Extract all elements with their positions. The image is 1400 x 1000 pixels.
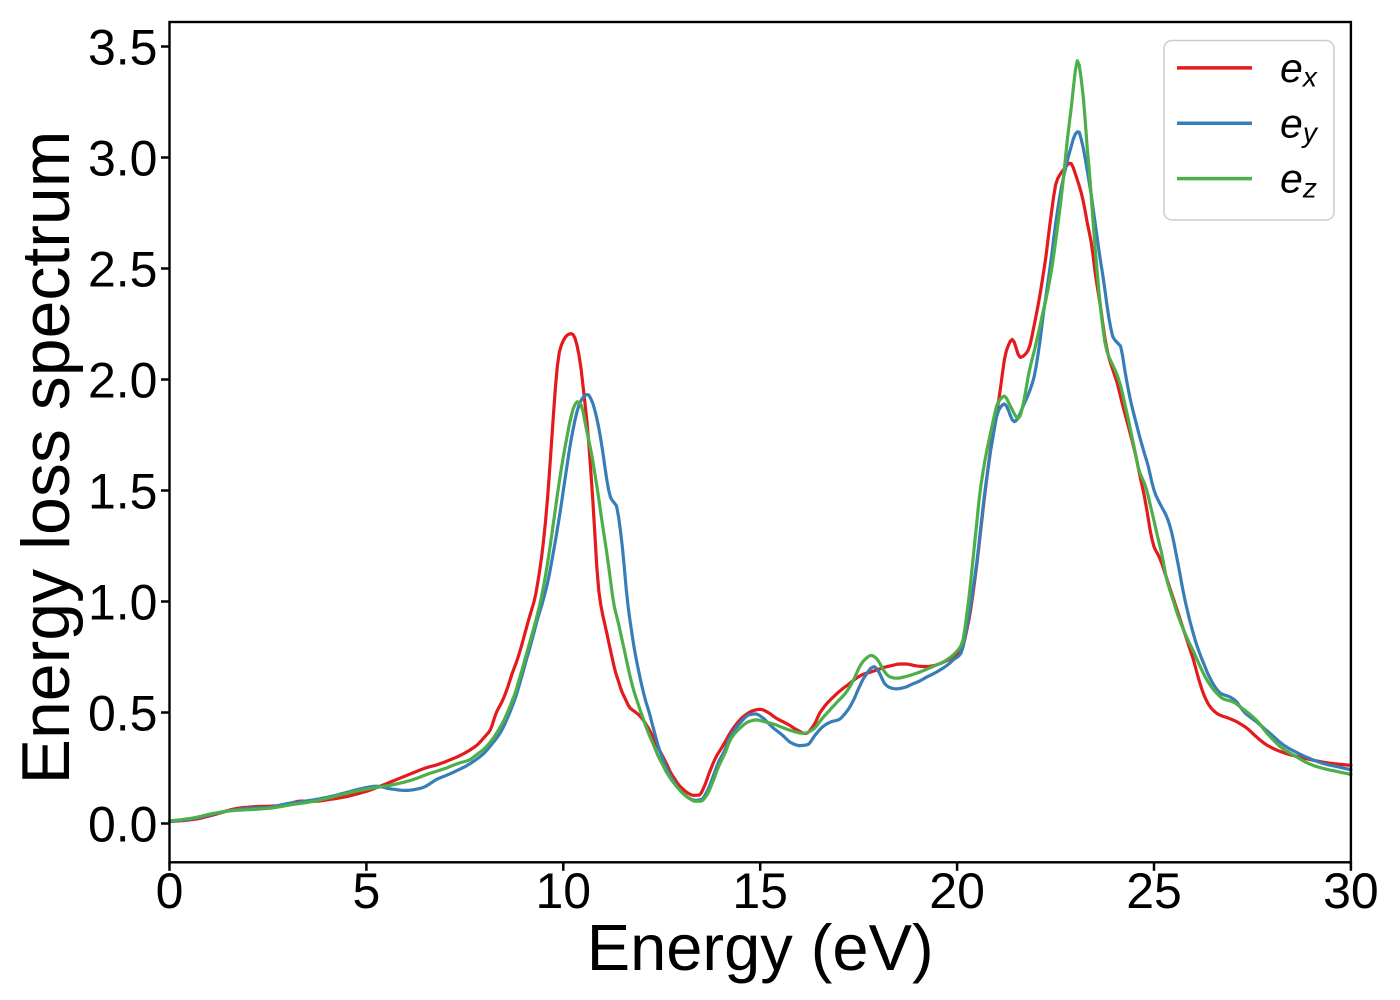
svg-text:3.0: 3.0 — [88, 131, 158, 187]
svg-text:0: 0 — [156, 863, 184, 919]
svg-text:5: 5 — [352, 863, 380, 919]
svg-text:20: 20 — [929, 863, 985, 919]
svg-text:10: 10 — [535, 863, 591, 919]
svg-text:2.5: 2.5 — [88, 242, 158, 298]
svg-text:0.5: 0.5 — [88, 686, 158, 742]
svg-text:ey: ey — [1280, 100, 1319, 148]
svg-text:3.5: 3.5 — [88, 20, 158, 76]
svg-text:1.5: 1.5 — [88, 464, 158, 520]
svg-text:Energy loss spectrum: Energy loss spectrum — [8, 131, 84, 785]
svg-text:30: 30 — [1323, 863, 1379, 919]
svg-text:Energy (eV): Energy (eV) — [587, 911, 934, 984]
svg-text:25: 25 — [1126, 863, 1182, 919]
svg-text:2.0: 2.0 — [88, 353, 158, 409]
svg-text:1.0: 1.0 — [88, 575, 158, 631]
svg-text:0.0: 0.0 — [88, 797, 158, 853]
svg-text:15: 15 — [732, 863, 788, 919]
